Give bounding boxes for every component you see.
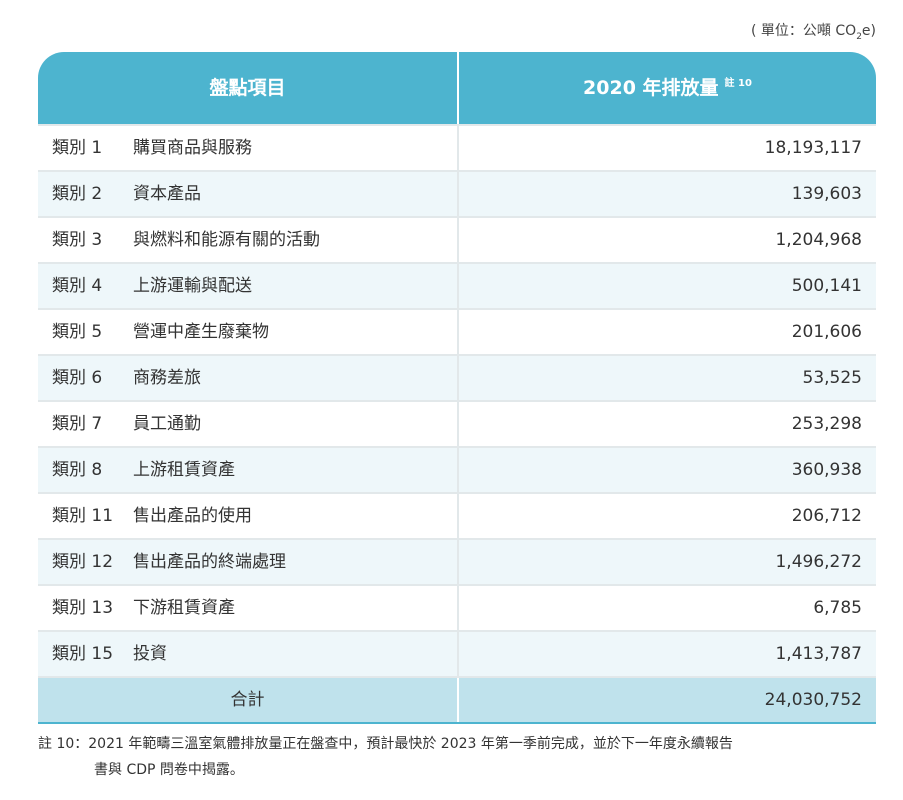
category-number: 類別 15 (52, 644, 114, 664)
table-row: 類別 8 上游租賃資產 360,938 (38, 446, 876, 492)
emission-value: 6,785 (813, 598, 862, 618)
total-label: 合計 (230, 690, 265, 710)
table-row: 類別 5 營運中產生廢棄物 201,606 (38, 308, 876, 354)
header-text: 2020 年排放量 (583, 77, 719, 99)
divider (457, 264, 459, 308)
divider (457, 678, 459, 722)
category-name: 與燃料和能源有關的活動 (133, 230, 320, 250)
category-number: 類別 12 (52, 552, 114, 572)
category-number: 類別 1 (52, 138, 103, 158)
header-cell: 2020 年排放量註 10 (459, 52, 876, 124)
divider (457, 356, 459, 400)
category-name: 上游租賃資產 (133, 460, 235, 480)
divider (457, 126, 459, 170)
header-cell: 盤點項目 (38, 52, 457, 124)
category-name: 商務差旅 (133, 368, 201, 388)
category-number: 類別 7 (52, 414, 103, 434)
category-number: 類別 5 (52, 322, 103, 342)
divider (457, 494, 459, 538)
divider (457, 540, 459, 584)
divider (457, 218, 459, 262)
category-name: 資本產品 (133, 184, 201, 204)
category-number: 類別 4 (52, 276, 103, 296)
footnote-text: 書與 CDP 問卷中揭露。 (94, 762, 244, 778)
category-name: 員工通勤 (133, 414, 201, 434)
table-header: 盤點項目 2020 年排放量註 10 (38, 52, 876, 124)
table-row: 類別 12 售出產品的終端處理 1,496,272 (38, 538, 876, 584)
unit-text: ( 單位：公噸 CO (751, 23, 857, 39)
note-ref: 註 10 (724, 78, 752, 89)
table-row: 類別 11 售出產品的使用 206,712 (38, 492, 876, 538)
divider (457, 52, 459, 124)
table-row: 類別 4 上游運輸與配送 500,141 (38, 262, 876, 308)
divider (457, 632, 459, 676)
emission-value: 1,496,272 (775, 552, 862, 572)
table-row: 類別 3 與燃料和能源有關的活動 1,204,968 (38, 216, 876, 262)
divider (457, 310, 459, 354)
total-row: 合計 24,030,752 (38, 676, 876, 724)
table-row: 類別 13 下游租賃資產 6,785 (38, 584, 876, 630)
category-name: 售出產品的使用 (133, 506, 252, 526)
category-number: 類別 2 (52, 184, 103, 204)
unit-note: ( 單位：公噸 CO2e) (751, 20, 876, 42)
emission-value: 1,413,787 (775, 644, 862, 664)
table: 盤點項目 2020 年排放量註 10 類別 1 購買商品與服務 18,193,117… (38, 52, 876, 724)
emission-value: 206,712 (791, 506, 862, 526)
header-text: 盤點項目 (209, 77, 286, 99)
footnote-text: 2021 年範疇三溫室氣體排放量正在盤查中，預計最快於 2023 年第一季前完成… (88, 736, 733, 752)
unit-subscript: 2 (856, 31, 862, 42)
category-name: 投資 (133, 644, 167, 664)
category-name: 購買商品與服務 (133, 138, 252, 158)
footnote: 註 10： 2021 年範疇三溫室氣體排放量正在盤查中，預計最快於 2023 年第… (38, 731, 733, 783)
emission-value: 201,606 (791, 322, 862, 342)
emission-value: 500,141 (791, 276, 862, 296)
emission-value: 360,938 (791, 460, 862, 480)
unit-text: e) (861, 23, 876, 39)
category-name: 下游租賃資產 (133, 598, 235, 618)
footnote-label: 註 10： (38, 736, 89, 752)
category-name: 上游運輸與配送 (133, 276, 252, 296)
category-name: 售出產品的終端處理 (133, 552, 286, 572)
category-name: 營運中產生廢棄物 (133, 322, 269, 342)
category-number: 類別 8 (52, 460, 103, 480)
divider (457, 172, 459, 216)
emission-value: 53,525 (802, 368, 862, 388)
table-row: 類別 6 商務差旅 53,525 (38, 354, 876, 400)
table-row: 類別 2 資本產品 139,603 (38, 170, 876, 216)
category-number: 類別 6 (52, 368, 103, 388)
category-number: 類別 3 (52, 230, 103, 250)
category-number: 類別 13 (52, 598, 114, 618)
table-body: 類別 1 購買商品與服務 18,193,117 類別 2 資本產品 139,603 類別 3… (38, 124, 876, 724)
divider (457, 448, 459, 492)
divider (457, 586, 459, 630)
category-number: 類別 11 (52, 506, 114, 526)
emission-value: 1,204,968 (775, 230, 862, 250)
table-row: 類別 15 投資 1,413,787 (38, 630, 876, 676)
emission-value: 139,603 (791, 184, 862, 204)
table-row: 類別 1 購買商品與服務 18,193,117 (38, 124, 876, 170)
emission-value: 253,298 (791, 414, 862, 434)
table-row: 類別 7 員工通勤 253,298 (38, 400, 876, 446)
emission-value: 18,193,117 (764, 138, 862, 158)
total-value: 24,030,752 (764, 690, 862, 710)
divider (457, 402, 459, 446)
